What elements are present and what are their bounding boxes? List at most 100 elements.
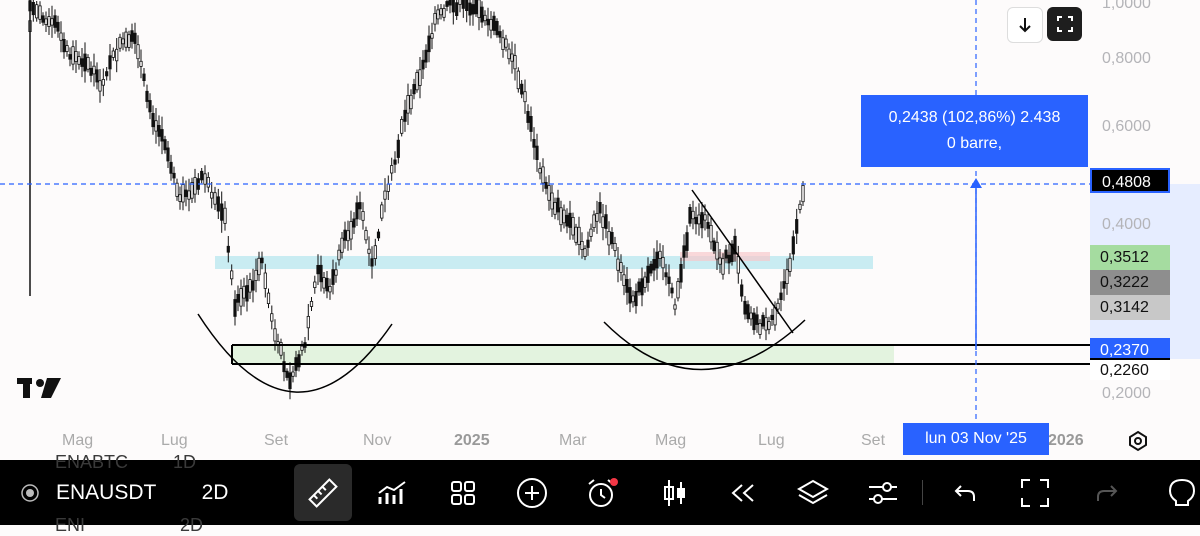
candle-body: [501, 37, 505, 50]
candle-body: [458, 0, 462, 5]
scroll-to-latest-button[interactable]: [1007, 7, 1043, 43]
candle-body: [121, 38, 125, 45]
indicators-button[interactable]: [375, 460, 409, 525]
time-tick: Lug: [758, 432, 785, 449]
candle-body: [730, 243, 734, 263]
candle-body: [664, 272, 668, 278]
price-tick: 0,2000: [1102, 385, 1151, 402]
candle-body: [474, 0, 478, 15]
candle-body: [640, 278, 644, 296]
price-tick: 1,0000: [1102, 0, 1151, 12]
ideas-button[interactable]: [1168, 460, 1200, 525]
candle-body: [148, 100, 152, 113]
layouts-button[interactable]: [447, 460, 479, 525]
candle-body: [190, 182, 194, 199]
candle-body: [688, 206, 692, 224]
candle-body: [477, 0, 481, 18]
candle-body: [41, 15, 45, 23]
redo-button[interactable]: [1092, 460, 1122, 525]
candle-body: [77, 56, 81, 65]
trendline[interactable]: [691, 189, 794, 334]
candle-body: [595, 213, 599, 222]
candle-body: [643, 276, 647, 288]
candle-body: [343, 229, 347, 241]
candle-body: [798, 203, 802, 210]
candle-body: [223, 207, 227, 224]
settings-sliders-button[interactable]: [866, 460, 900, 525]
candle-body: [390, 165, 394, 174]
timeframe-selector[interactable]: 2D: [190, 460, 240, 525]
candle-body: [160, 129, 164, 142]
alert-button[interactable]: [584, 460, 620, 525]
candle-body: [98, 80, 102, 92]
price-axis[interactable]: 1,0000 0,8000 0,6000 0,4000 0,2000: [1090, 0, 1200, 460]
candle-body: [200, 170, 204, 181]
price-chart[interactable]: [0, 0, 1090, 460]
candle-body: [486, 18, 490, 26]
replay-button[interactable]: [727, 460, 759, 525]
cup-arc-right[interactable]: [603, 319, 806, 371]
support-badge: 0,2260: [1090, 358, 1170, 380]
time-tick: Mar: [559, 432, 587, 449]
candle-body: [715, 241, 719, 260]
candle-body: [706, 221, 710, 229]
candle-body: [749, 312, 753, 320]
candle-body: [421, 59, 425, 70]
cup-arc-left[interactable]: [197, 313, 393, 393]
add-button[interactable]: [514, 460, 550, 525]
bottom-toolbar: ENABTC 1D ENI 2D ENAUSDT 2D: [0, 452, 1200, 535]
symbol-selector[interactable]: ENAUSDT: [20, 460, 180, 525]
candle-body: [393, 159, 397, 165]
candle-body: [95, 69, 99, 83]
time-tick: Mag: [655, 432, 687, 449]
indicators-icon: [378, 480, 406, 504]
candle-body: [328, 285, 332, 293]
candle-body: [547, 185, 551, 201]
candle-body: [727, 254, 731, 264]
chart-area[interactable]: [0, 0, 1090, 460]
chart-settings-button[interactable]: [1127, 430, 1149, 452]
candle-body: [210, 191, 214, 199]
candle-body: [646, 265, 650, 283]
chart-type-button[interactable]: [660, 460, 690, 525]
candle-body: [598, 201, 602, 214]
candle-body: [544, 181, 548, 189]
ruler-tool-button[interactable]: [294, 464, 352, 521]
candle-body: [685, 232, 689, 251]
candle-body: [592, 214, 596, 228]
candle-body: [583, 248, 587, 257]
candle-body: [380, 204, 384, 219]
fullscreen-icon: [1021, 478, 1049, 507]
candle-body: [634, 290, 638, 307]
candle-body: [300, 345, 304, 351]
candle-body: [406, 95, 410, 114]
candle-body: [376, 231, 381, 239]
grid-icon: [451, 480, 475, 505]
candle-body: [682, 245, 686, 258]
auto-scale-button[interactable]: [1047, 7, 1082, 41]
sliders-icon: [869, 481, 897, 504]
candle-body: [535, 145, 539, 161]
candle-body: [364, 230, 368, 241]
candle-body: [752, 312, 756, 331]
candle-body: [574, 226, 578, 243]
candle-body: [80, 58, 84, 67]
lightbulb-icon: [1168, 478, 1196, 506]
candle-body: [101, 79, 105, 86]
layers-button[interactable]: [795, 460, 831, 525]
candle-body: [538, 168, 542, 174]
fullscreen-button[interactable]: [1018, 460, 1052, 525]
support-zone[interactable]: [232, 345, 894, 365]
alarm-icon: [588, 477, 618, 507]
candle-body: [679, 263, 683, 283]
toolbar-divider: [922, 480, 923, 505]
candle-body: [370, 258, 374, 267]
candle-body: [263, 272, 267, 289]
resistance-zone[interactable]: [215, 256, 873, 269]
time-tick: 2026: [1048, 432, 1084, 449]
candle-body: [736, 255, 740, 274]
candle-body: [697, 214, 701, 225]
candle-body: [309, 300, 314, 307]
undo-button[interactable]: [950, 460, 980, 525]
candle-body: [607, 230, 611, 246]
